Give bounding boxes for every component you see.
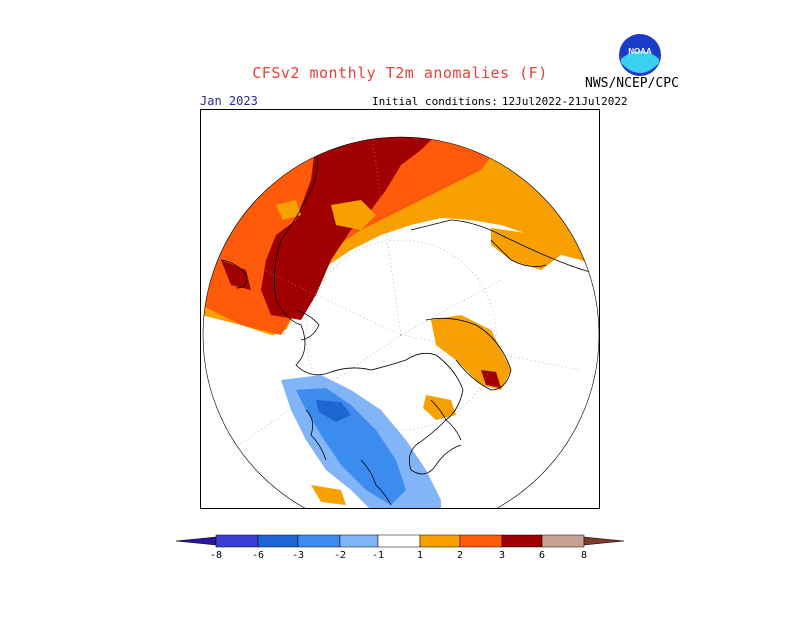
legend-label: 6 [539,550,545,561]
coastlines [220,139,599,506]
color-legend: -8 -6 -3 -2 -1 1 2 3 6 8 [0,530,800,570]
legend-swatch-8 [501,534,543,548]
legend-swatch-9 [541,534,585,548]
anomaly-deep-blue [316,400,351,422]
anomaly-blue [296,388,406,505]
anomaly-patch-south [311,485,346,505]
legend-label: 1 [417,550,423,561]
legend-label: -2 [334,550,346,561]
legend-label: -8 [210,550,222,561]
graticule [220,137,582,451]
anomaly-orange-patch [331,200,376,230]
legend-swatch-7 [459,534,503,548]
legend-swatch-6 [419,534,461,548]
month-label: Jan 2023 [200,94,258,108]
anomaly-patch-east [431,315,511,390]
legend-label: 3 [499,550,505,561]
anomaly-patch-central [423,395,456,420]
legend-swatch-4 [339,534,379,548]
noaa-logo: NOAA [618,33,662,77]
legend-label: -6 [252,550,264,561]
anomaly-orange-patch-2 [276,200,301,220]
legend-label: 2 [457,550,463,561]
polar-map [200,109,600,509]
initial-conditions: Initial conditions: 12Jul2022-21Jul2022 [368,95,628,108]
legend-label: -1 [372,550,384,561]
logo-text: NOAA [628,47,652,56]
agency-label: NWS/NCEP/CPC [585,76,679,91]
legend-swatch-1 [215,534,259,548]
legend-swatch-2 [257,534,299,548]
legend-swatch-5 [377,534,421,548]
anomaly-patch-east-red [481,370,501,388]
legend-arrow-left [175,536,217,546]
legend-label: 8 [581,550,587,561]
ic-label: Initial conditions: [372,95,498,108]
map-title: CFSv2 monthly T2m anomalies (F) [252,64,548,82]
legend-swatch-3 [297,534,341,548]
legend-arrow-right [583,536,625,546]
ic-value: 12Jul2022-21Jul2022 [501,95,628,108]
anomaly-dark-red-2 [221,260,251,290]
legend-label: -3 [292,550,304,561]
map-boundary [202,136,599,508]
